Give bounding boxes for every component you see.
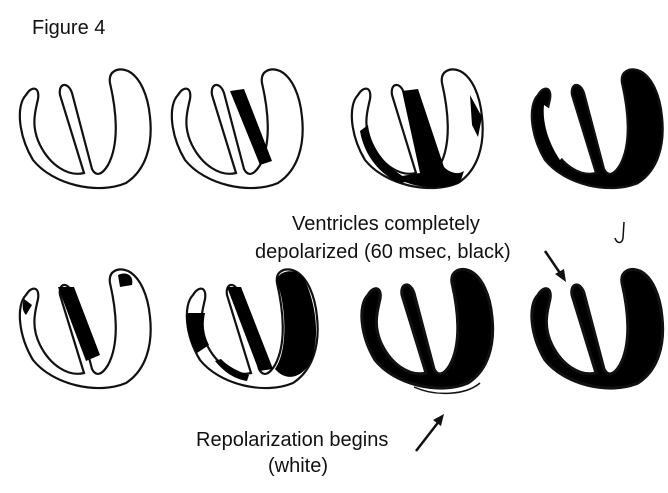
stray-mark: [614, 221, 625, 244]
panel-8: [530, 268, 665, 390]
repolarization-annotation-line2: (white): [268, 455, 329, 477]
repolarization-annotation-line1: Repolarization begins: [196, 429, 389, 451]
panel-7: [360, 268, 495, 395]
panel-3: [350, 68, 484, 190]
panel-6: [185, 268, 319, 390]
panel-5: [18, 268, 152, 390]
panel-2: [170, 68, 304, 190]
depolarized-annotation-line1: Ventricles completely: [292, 213, 480, 235]
panel-4: [530, 68, 664, 190]
arrow-repolarization: [415, 414, 444, 452]
figure-title: Figure 4: [32, 17, 106, 39]
arrow-depolarized: [543, 250, 566, 282]
panel-1: [18, 68, 152, 190]
depolarized-annotation-line2: depolarized (60 msec, black): [255, 241, 511, 263]
